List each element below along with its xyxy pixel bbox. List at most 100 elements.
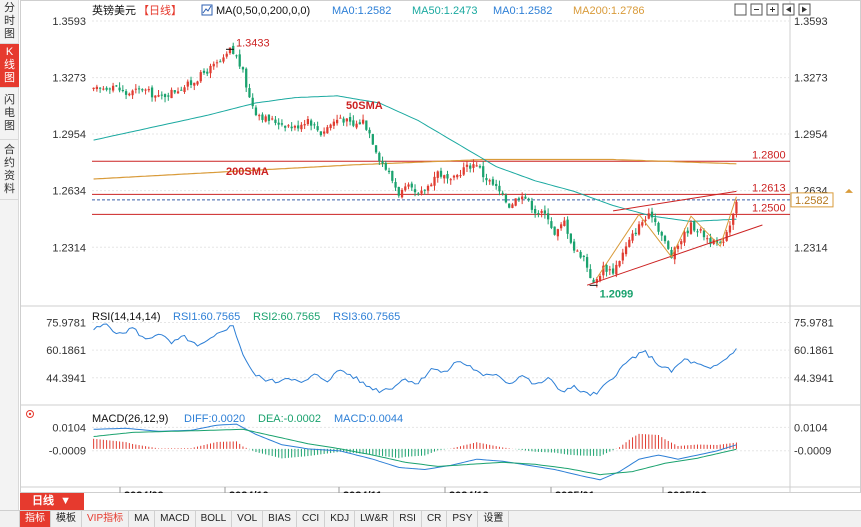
candle-body — [530, 200, 534, 210]
candle-body — [254, 107, 258, 116]
candle-body — [540, 210, 543, 213]
candle-body — [150, 87, 154, 98]
side-tab-label: 合约资料 — [4, 143, 15, 195]
ma-value: MA0:1.2582 — [332, 5, 391, 17]
ma-indicator-icon[interactable] — [201, 4, 213, 16]
candle-body — [417, 193, 420, 195]
candle-body — [381, 161, 384, 164]
left-arrow-glyph — [786, 6, 791, 13]
macd-tick-left: -0.0009 — [49, 446, 86, 458]
indicator-tab-lwr[interactable]: LW&R — [355, 511, 395, 527]
candle-body — [621, 252, 624, 261]
candle-body — [115, 85, 118, 87]
candle-body — [569, 233, 572, 243]
candle-body — [660, 231, 663, 236]
candle-body — [719, 242, 722, 244]
indicator-tab-kdj[interactable]: KDJ — [325, 511, 356, 527]
candle-body — [121, 90, 124, 92]
ma200-line — [93, 158, 737, 180]
candle-body — [644, 219, 647, 221]
candle-body — [634, 232, 637, 235]
indicator-tab-vol[interactable]: VOL — [232, 511, 264, 527]
candle-body — [446, 174, 449, 179]
candle-body — [611, 268, 615, 274]
candle-body — [384, 163, 387, 170]
candle-body — [693, 221, 696, 231]
indicator-tab-bar: 指标 模板 VIP指标 MA MACD BOLL VOL BIAS CCI KDJ LW&R RSI C… — [0, 510, 861, 527]
indicator-tab-cr[interactable]: CR — [422, 511, 448, 527]
side-tab-1[interactable]: K线图 — [0, 44, 19, 88]
current-price-label: 1.2582 — [795, 195, 829, 207]
candle-body — [232, 45, 235, 54]
candle-body — [267, 114, 271, 121]
sma50-annotation: 50SMA — [346, 100, 383, 112]
candle-body — [245, 68, 248, 88]
indicator-tab-[interactable]: 指标 — [20, 511, 51, 527]
candle-body — [572, 241, 576, 251]
indicator-tab-psy[interactable]: PSY — [447, 511, 479, 527]
candle-body — [303, 124, 306, 126]
candle-body — [404, 186, 407, 191]
candle-body — [456, 175, 459, 178]
period-button[interactable]: 日线 ▼ — [20, 493, 84, 510]
side-tab-2[interactable]: 闪电图 — [0, 88, 19, 140]
indicator-tab-[interactable]: 模板 — [51, 511, 82, 527]
rsi-tick-left: 75.9781 — [46, 318, 86, 330]
candle-body — [559, 224, 563, 229]
candle-body — [508, 203, 511, 208]
candle-body — [472, 164, 475, 168]
candle-body — [566, 219, 569, 234]
candle-body — [219, 61, 222, 63]
candle-body — [550, 221, 553, 228]
rsi-value: RSI2:60.7565 — [253, 311, 320, 323]
candle-body — [374, 145, 378, 153]
candle-body — [641, 222, 644, 226]
candle-body — [501, 192, 504, 194]
candle-body — [624, 246, 628, 255]
price-tick-left: 1.3273 — [52, 73, 86, 85]
indicator-tab-[interactable]: 设置 — [478, 511, 510, 527]
candle-body — [628, 239, 631, 247]
candle-body — [365, 120, 368, 130]
candle-body — [378, 152, 381, 161]
candle-body — [482, 166, 485, 178]
square-icon[interactable] — [734, 3, 747, 16]
candle-body — [193, 82, 196, 86]
kline-chart[interactable]: 1.3593 1.3593 1.3273 1.3273 1.2954 1.2954 1.26… — [20, 0, 861, 493]
indicator-tab-boll[interactable]: BOLL — [196, 511, 233, 527]
candle-body — [287, 125, 290, 127]
candle-body — [725, 232, 728, 241]
candle-body — [322, 131, 326, 134]
side-tab-3[interactable]: 合约资料 — [0, 140, 19, 200]
candle-body — [452, 175, 456, 178]
candle-body — [462, 167, 465, 175]
candle-body — [137, 88, 141, 90]
candle-body — [212, 63, 215, 67]
candle-body — [264, 116, 267, 122]
gear-icon[interactable] — [26, 410, 34, 418]
candle-body — [339, 117, 342, 119]
side-tab-0[interactable]: 分时图 — [0, 0, 19, 44]
candle-body — [280, 123, 284, 125]
candle-body — [657, 222, 660, 232]
indicator-tab-vip[interactable]: VIP指标 — [82, 511, 130, 527]
indicator-tab-rsi[interactable]: RSI — [394, 511, 422, 527]
candle-body — [387, 170, 391, 173]
ma-value: MA200:1.2786 — [573, 5, 645, 17]
candle-body — [368, 129, 371, 134]
candle-body — [352, 120, 355, 126]
candle-body — [251, 97, 254, 107]
zigzag-line — [596, 196, 737, 279]
candle-body — [709, 237, 712, 245]
date-axis-label: 2025/02 — [667, 490, 707, 493]
indicator-tab-cci[interactable]: CCI — [297, 511, 326, 527]
side-tab-label: 分时图 — [4, 2, 15, 40]
indicator-tab-macd[interactable]: MACD — [155, 511, 196, 527]
candle-body — [430, 184, 433, 187]
candle-body — [563, 220, 566, 226]
indicator-tab-bias[interactable]: BIAS — [263, 511, 297, 527]
candle-body — [498, 185, 501, 192]
indicator-tab-ma[interactable]: MA — [129, 511, 156, 527]
low-annotation: 1.2099 — [600, 288, 634, 300]
candle-body — [722, 241, 725, 243]
